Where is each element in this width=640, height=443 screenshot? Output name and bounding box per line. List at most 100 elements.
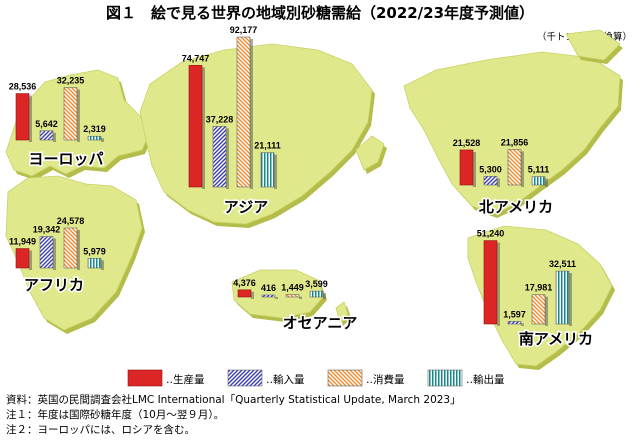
bar-consumption: [63, 87, 78, 141]
bar-shadow: [299, 296, 302, 299]
data-label: 416: [261, 283, 276, 293]
bar-shadow: [29, 250, 32, 270]
bar-shadow: [77, 230, 80, 270]
data-label: 5,642: [35, 119, 58, 129]
bar-production: [237, 289, 252, 298]
note-1: 注１：年度は国際砂糖年度（10月～翌９月）。: [6, 409, 225, 421]
continent-japan: [355, 135, 387, 174]
bar-shadow: [101, 260, 104, 270]
region-label: 南アメリカ: [519, 330, 593, 348]
chart-title: 図１ 絵で見る世界の地域別砂糖需給（2022/23年度予測値）: [106, 4, 534, 22]
continent-north-america: [403, 51, 623, 218]
legend-item-import: ‥輸入量: [227, 369, 305, 387]
region-label: アジア: [224, 198, 268, 216]
bar-shadow: [53, 238, 56, 270]
data-label: 1,449: [281, 283, 304, 293]
legend-label: ‥輸入量: [266, 373, 305, 386]
bar-shadow: [226, 128, 229, 189]
bar-import: [507, 321, 522, 325]
bar-consumption: [507, 149, 522, 186]
legend-item-production: ‥生産量: [127, 369, 205, 387]
legend-item-export: ‥輸出量: [427, 369, 505, 387]
legend-swatch: [127, 369, 163, 387]
data-label: 37,228: [206, 114, 234, 124]
region-group-4: 21,528 5,300 21,856 5,111: [453, 137, 550, 187]
bar-export: [555, 270, 570, 325]
data-label: 2,319: [83, 124, 106, 134]
bar-shadow: [53, 132, 56, 142]
bar-consumption: [63, 227, 78, 269]
data-label: 21,856: [501, 137, 529, 147]
bar-production: [188, 65, 203, 188]
data-label: 21,528: [453, 138, 481, 148]
bar-import: [261, 294, 276, 298]
bar-shadow: [497, 178, 500, 187]
region-group-2: 74,747 37,228 92,177 21,111: [182, 25, 281, 189]
bar-shadow: [101, 138, 104, 142]
bar-consumption: [236, 36, 251, 188]
bar-shadow: [77, 89, 80, 142]
data-label: 19,342: [33, 225, 61, 235]
bar-import: [39, 130, 54, 141]
bar-consumption: [285, 294, 300, 298]
bar-shadow: [251, 291, 254, 299]
data-label: 92,177: [230, 25, 258, 35]
continent-new-zealand: [335, 301, 351, 326]
continent-greenland: [565, 29, 623, 64]
data-label: 1,597: [503, 309, 526, 319]
region-label: オセアニア: [283, 314, 358, 332]
bar-shadow: [323, 293, 326, 299]
bar-export: [531, 176, 546, 186]
bar-export: [309, 290, 324, 298]
data-label: 3,599: [305, 279, 328, 289]
legend-swatch: [427, 369, 463, 387]
bar-shadow: [521, 151, 524, 187]
legend-label: ‥消費量: [366, 373, 405, 386]
bar-production: [15, 248, 30, 269]
data-label: 32,511: [549, 259, 576, 269]
bar-shadow: [521, 323, 524, 326]
source-note: 資料：英国の民間調査会社LMC International「Quarterly …: [6, 394, 461, 406]
data-label: 4,376: [233, 278, 256, 288]
bar-shadow: [497, 242, 500, 326]
legend: ‥生産量 ‥輸入量 ‥消費量 ‥輸出量: [127, 369, 505, 387]
bar-export: [87, 257, 102, 269]
region-label: ヨーロッパ: [28, 150, 103, 168]
legend-item-consumption: ‥消費量: [327, 369, 405, 387]
bar-shadow: [545, 296, 548, 326]
bar-export: [87, 135, 102, 141]
bar-import: [212, 126, 227, 188]
bar-production: [15, 93, 30, 141]
bar-shadow: [250, 39, 253, 189]
bar-import: [39, 236, 54, 269]
legend-label: ‥生産量: [166, 373, 205, 386]
bar-shadow: [29, 95, 32, 142]
legend-swatch: [227, 369, 263, 387]
data-label: 51,240: [477, 229, 505, 239]
data-label: 11,949: [9, 237, 36, 247]
data-label: 32,235: [57, 76, 85, 86]
bar-production: [483, 240, 498, 325]
bar-import: [483, 176, 498, 186]
bar-shadow: [569, 273, 572, 326]
data-label: 17,981: [525, 283, 553, 293]
note-2: 注２：ヨーロッパには、ロシアを含む。: [6, 424, 195, 436]
bar-consumption: [531, 294, 546, 325]
data-label: 24,578: [57, 216, 85, 226]
data-label: 5,111: [528, 165, 550, 175]
bar-shadow: [275, 297, 278, 299]
legend-swatch: [327, 369, 363, 387]
region-group-3: 4,376 416 1,449 3,599: [233, 278, 328, 299]
legend-label: ‥輸出量: [466, 373, 505, 386]
bar-export: [260, 152, 275, 188]
data-label: 21,111: [254, 141, 281, 151]
region-group-5: 51,240 1,597 17,981 32,511: [477, 229, 576, 326]
region-group-0: 28,536 5,642 32,235 2,319: [9, 76, 106, 142]
continent-europe: [5, 69, 153, 180]
region-label: アフリカ: [24, 276, 84, 294]
data-label: 74,747: [182, 53, 210, 63]
bar-shadow: [202, 67, 205, 189]
